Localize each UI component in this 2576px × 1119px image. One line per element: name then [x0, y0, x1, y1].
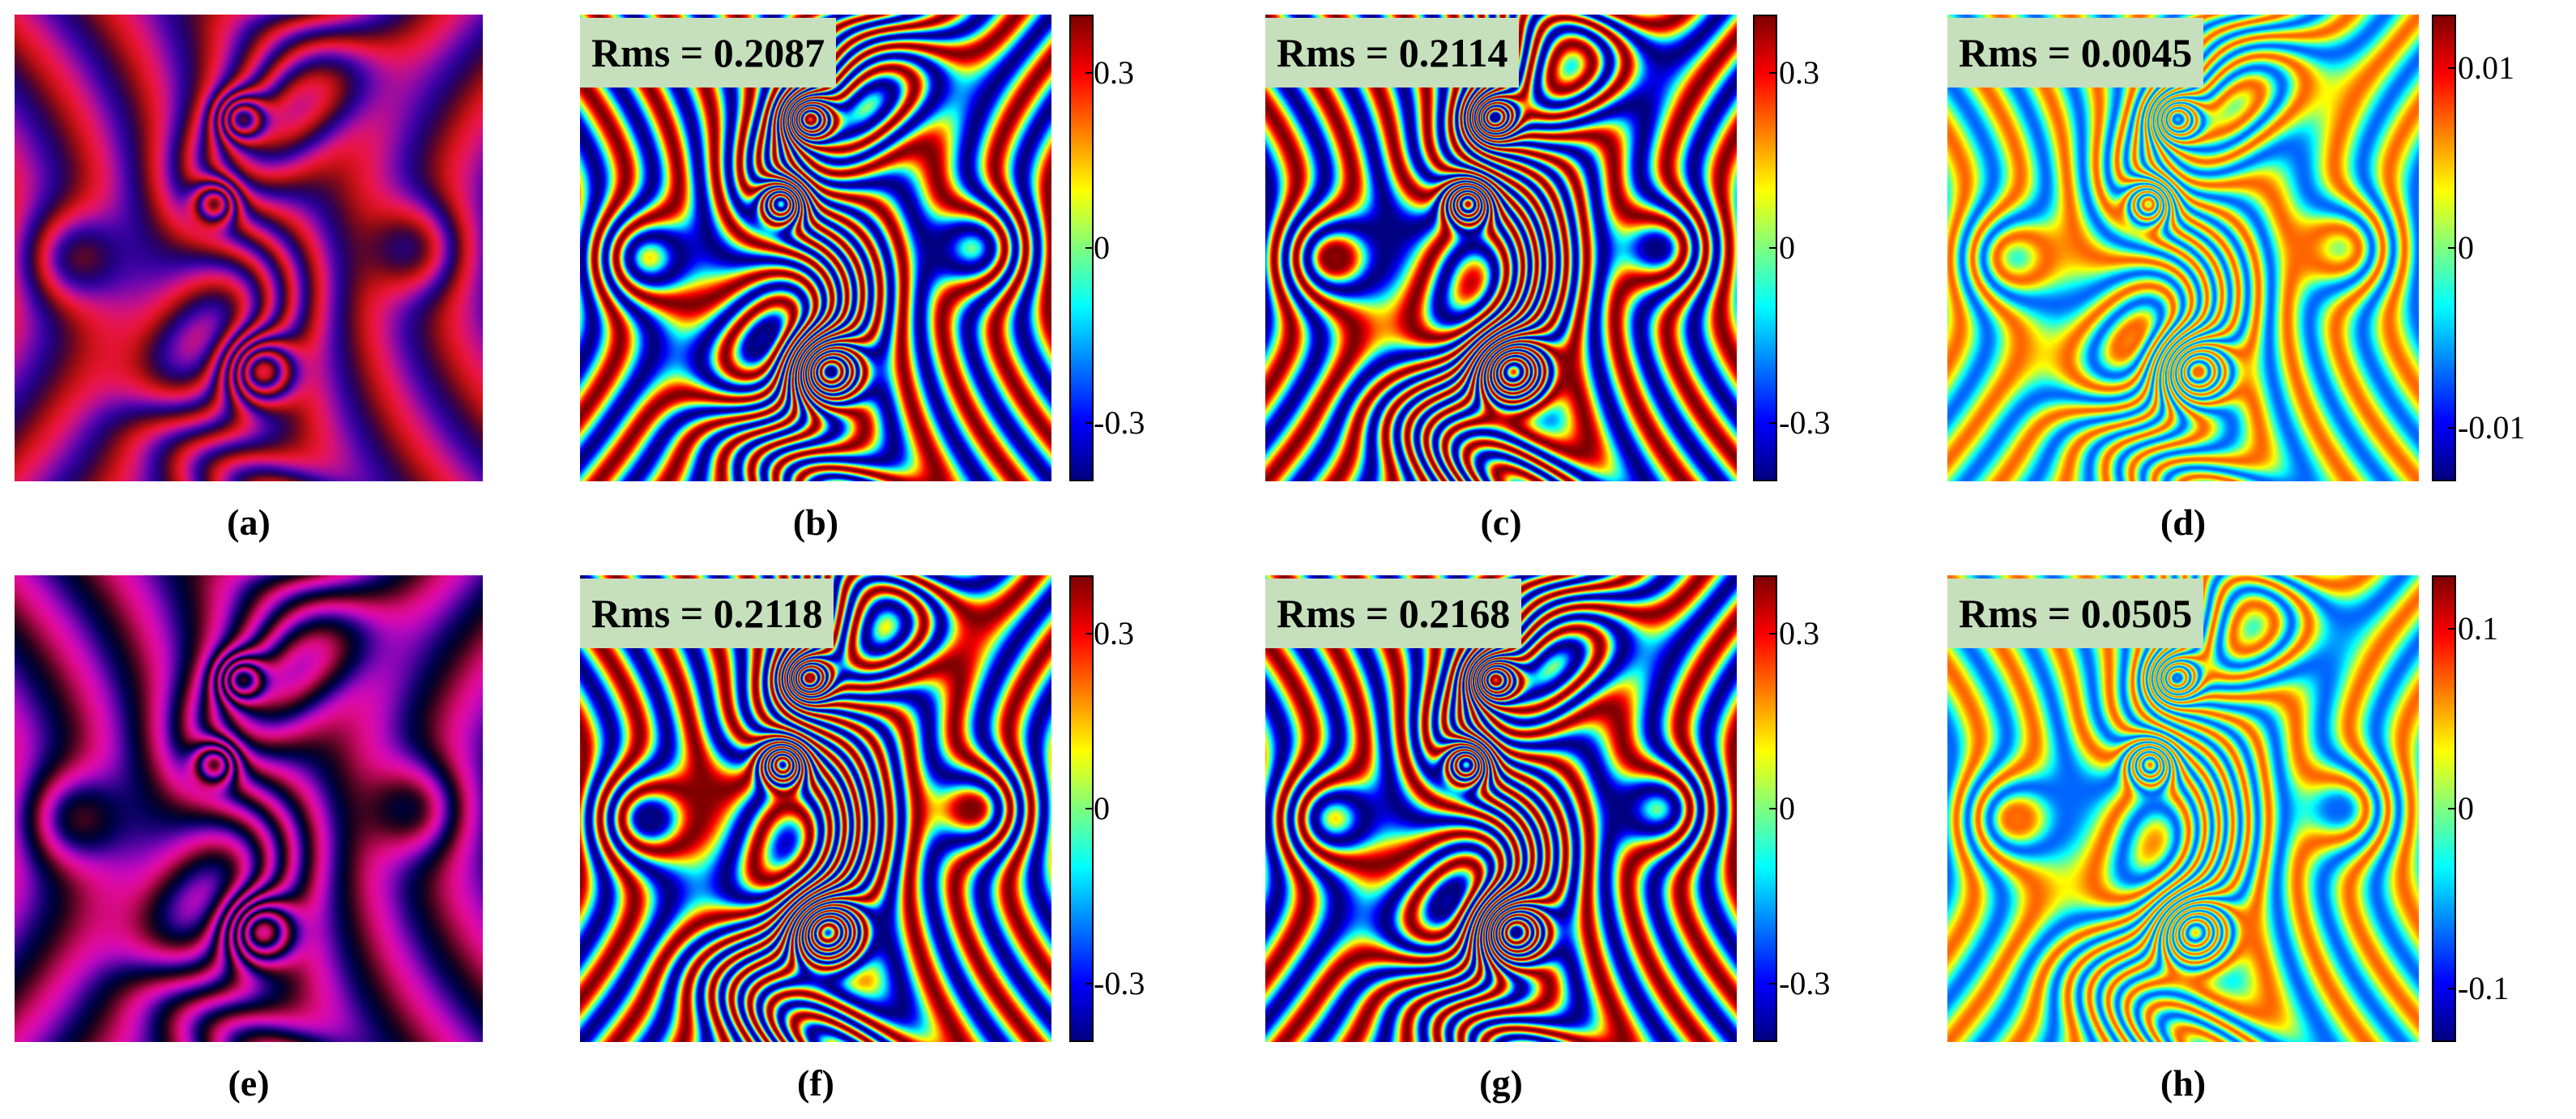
colorbar-tick: [1769, 983, 1777, 984]
colorbar-tick: [1085, 422, 1094, 424]
colorbar-tick: [2448, 808, 2456, 809]
colorbar-tick-label: 0.01: [2458, 49, 2514, 87]
panel-caption: (g): [1479, 1062, 1523, 1104]
panel-caption: (f): [797, 1062, 834, 1104]
intensity-map: [15, 15, 483, 481]
colorbar-tick-label: 0: [2458, 790, 2474, 826]
colorbar-tick-label: -0.3: [1779, 965, 1831, 1002]
colorbar-tick: [2448, 628, 2456, 630]
colorbar-tick-label: 0: [1094, 790, 1110, 826]
panel-caption: (d): [2160, 502, 2207, 543]
colorbar-tick: [1769, 247, 1777, 249]
intensity-map: [15, 575, 483, 1042]
colorbar-tick: [1085, 983, 1094, 984]
colorbar-tick: [1085, 247, 1094, 249]
colorbar-tick: [2448, 67, 2456, 70]
colorbar-tick: [1085, 808, 1094, 809]
colorbar-tick: [1769, 72, 1777, 74]
colorbar-tick: [1769, 808, 1777, 809]
colorbar-tick: [2448, 987, 2456, 989]
panel-caption: (b): [792, 502, 839, 543]
colorbar-tick-label: -0.3: [1779, 404, 1831, 441]
colorbar-tick-label: 0: [1094, 229, 1110, 266]
colorbar-tick-label: 0.3: [1779, 54, 1819, 91]
colorbar-tick-label: -0.01: [2458, 408, 2526, 446]
colorbar-tick-label: 0.3: [1094, 54, 1134, 91]
panel-caption: (c): [1480, 502, 1522, 543]
colorbar-tick-label: 0: [1779, 790, 1795, 826]
phase-map: [580, 575, 1051, 1042]
rms-label: Rms = 0.0505: [1947, 579, 2204, 648]
colorbar-tick: [1769, 633, 1777, 634]
colorbar-tick-label: -0.3: [1094, 965, 1145, 1002]
colorbar-tick-label: 0: [1779, 229, 1795, 266]
phase-residual-map: [1947, 575, 2419, 1042]
phase-map: [1265, 575, 1737, 1042]
phase-residual-map: [1947, 15, 2419, 481]
colorbar-tick: [1085, 633, 1094, 634]
colorbar-tick-label: 0.1: [2458, 610, 2498, 647]
rms-label: Rms = 0.2114: [1265, 18, 1520, 88]
colorbar-tick: [1085, 72, 1094, 74]
colorbar-tick: [2448, 247, 2456, 249]
panel-caption: (a): [227, 502, 271, 543]
colorbar-tick-label: 0: [2458, 229, 2474, 266]
colorbar-tick-label: -0.3: [1094, 404, 1145, 441]
panel-caption: (e): [228, 1062, 270, 1104]
colorbar-tick-label: -0.1: [2458, 969, 2510, 1006]
colorbar-tick-label: 0.3: [1779, 615, 1819, 651]
colorbar-tick-label: 0.3: [1094, 615, 1134, 651]
colorbar-tick: [2448, 426, 2456, 429]
colorbar-tick: [1769, 422, 1777, 424]
phase-map: [580, 15, 1051, 481]
rms-label: Rms = 0.2087: [580, 18, 837, 88]
rms-label: Rms = 0.2118: [580, 579, 834, 648]
rms-label: Rms = 0.2168: [1265, 579, 1522, 648]
panel-caption: (h): [2160, 1062, 2207, 1104]
rms-label: Rms = 0.0045: [1947, 18, 2204, 88]
phase-map: [1265, 15, 1737, 481]
